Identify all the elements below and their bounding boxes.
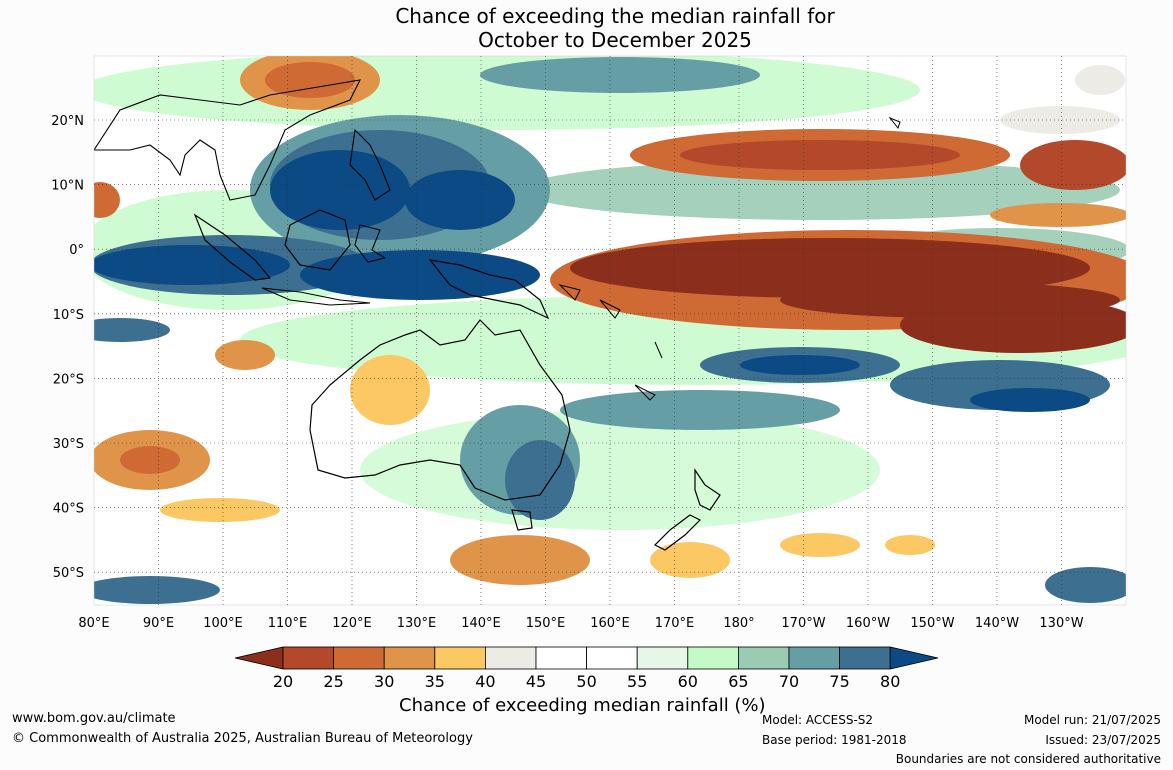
pacific-islands-outline: [558, 284, 663, 401]
asia-mainland-outline: [94, 79, 361, 201]
latitude-label: 10°N: [51, 179, 84, 194]
colorbar-segment: [535, 646, 587, 670]
colorbar-tick-label: 25: [323, 672, 343, 691]
colorbar-segment: [586, 646, 638, 670]
footer-issued: Issued: 23/07/2025: [1045, 733, 1161, 747]
longitude-label: 90°E: [143, 616, 174, 631]
latitude-label: 20°S: [53, 372, 84, 387]
colorbar-tick-label: 65: [728, 672, 748, 691]
map-field: [94, 56, 1126, 605]
colorbar-segment: [282, 646, 334, 670]
latitude-labels: 20°N 10°N 0° 10°S 20°S 30°S 40°S 50°S: [51, 114, 84, 581]
colorbar-tick-label: 55: [627, 672, 647, 691]
colorbar: [234, 646, 939, 670]
footer-model: Model: ACCESS-S2: [762, 713, 874, 727]
colorbar-segment: [839, 646, 891, 670]
colorbar-tick-label: 50: [576, 672, 596, 691]
latitude-label: 50°S: [53, 566, 84, 581]
footer-model-run: Model run: 21/07/2025: [1023, 713, 1161, 727]
colorbar-segment: [383, 646, 436, 670]
longitude-label: 100°E: [203, 616, 243, 631]
colorbar-segment: [788, 646, 840, 670]
java-outline: [261, 287, 371, 306]
longitude-label: 130°W: [1039, 616, 1083, 631]
longitude-label: 150°E: [526, 616, 566, 631]
colorbar-segment: [333, 646, 385, 670]
new-zealand-outline: [653, 468, 721, 551]
new-guinea-outline: [428, 259, 550, 320]
longitude-label: 180°: [723, 616, 754, 631]
colorbar-tick-label: 30: [374, 672, 394, 691]
footer-boundaries-note: Boundaries are not considered authoritat…: [895, 752, 1161, 766]
colorbar-tick-label: 75: [829, 672, 849, 691]
footer-url[interactable]: www.bom.gov.au/climate: [12, 711, 176, 726]
colorbar-segment: [484, 646, 537, 670]
colorbar-segment: [687, 646, 739, 670]
colorbar-tick-labels: 20 25 30 35 40 45 50 55 60 65 70 75 80: [273, 672, 901, 691]
australia-outline: [309, 319, 571, 501]
footer-copyright: © Commonwealth of Australia 2025, Austra…: [12, 731, 473, 746]
graticule: [94, 56, 1126, 605]
colorbar-title: Chance of exceeding median rainfall (%): [399, 695, 766, 716]
philippines-outline: [349, 128, 391, 201]
longitude-label: 80°E: [78, 616, 109, 631]
colorbar-extend-low: [234, 646, 284, 670]
colorbar-tick-label: 35: [425, 672, 445, 691]
longitude-label: 140°W: [975, 616, 1019, 631]
colorbar-tick-label: 40: [475, 672, 495, 691]
sulawesi-outline: [354, 224, 387, 263]
colorbar-tick-label: 20: [273, 672, 293, 691]
colorbar-tick-label: 45: [526, 672, 546, 691]
longitude-label: 160°W: [846, 616, 890, 631]
latitude-label: 10°S: [53, 308, 84, 323]
colorbar-segment: [738, 646, 790, 670]
title-line-2: October to December 2025: [478, 28, 752, 52]
colorbar-extend-high: [889, 646, 939, 670]
colorbar-segment: [434, 646, 486, 670]
latitude-label: 20°N: [51, 114, 84, 129]
longitude-label: 150°W: [910, 616, 954, 631]
sumatra-outline: [193, 213, 272, 281]
longitude-label: 160°E: [590, 616, 630, 631]
latitude-label: 40°S: [53, 502, 84, 517]
colorbar-tick-label: 80: [880, 672, 900, 691]
colorbar-segment: [636, 646, 689, 670]
colorbar-tick-label: 70: [779, 672, 799, 691]
longitude-label: 120°E: [332, 616, 372, 631]
footer-base-period: Base period: 1981-2018: [762, 733, 907, 747]
longitude-label: 140°E: [461, 616, 501, 631]
title-line-1: Chance of exceeding the median rainfall …: [395, 4, 835, 28]
map-title: Chance of exceeding the median rainfall …: [0, 4, 1173, 52]
latitude-label: 30°S: [53, 437, 84, 452]
tasmania-outline: [511, 509, 533, 531]
longitude-label: 130°E: [397, 616, 437, 631]
longitude-label: 170°E: [655, 616, 695, 631]
longitude-label: 170°W: [781, 616, 825, 631]
colorbar-tick-label: 60: [678, 672, 698, 691]
latitude-label: 0°: [69, 243, 84, 258]
longitude-labels: 80°E 90°E 100°E 110°E 120°E 130°E 140°E 150°E 16…: [78, 616, 1083, 631]
longitude-label: 110°E: [268, 616, 308, 631]
